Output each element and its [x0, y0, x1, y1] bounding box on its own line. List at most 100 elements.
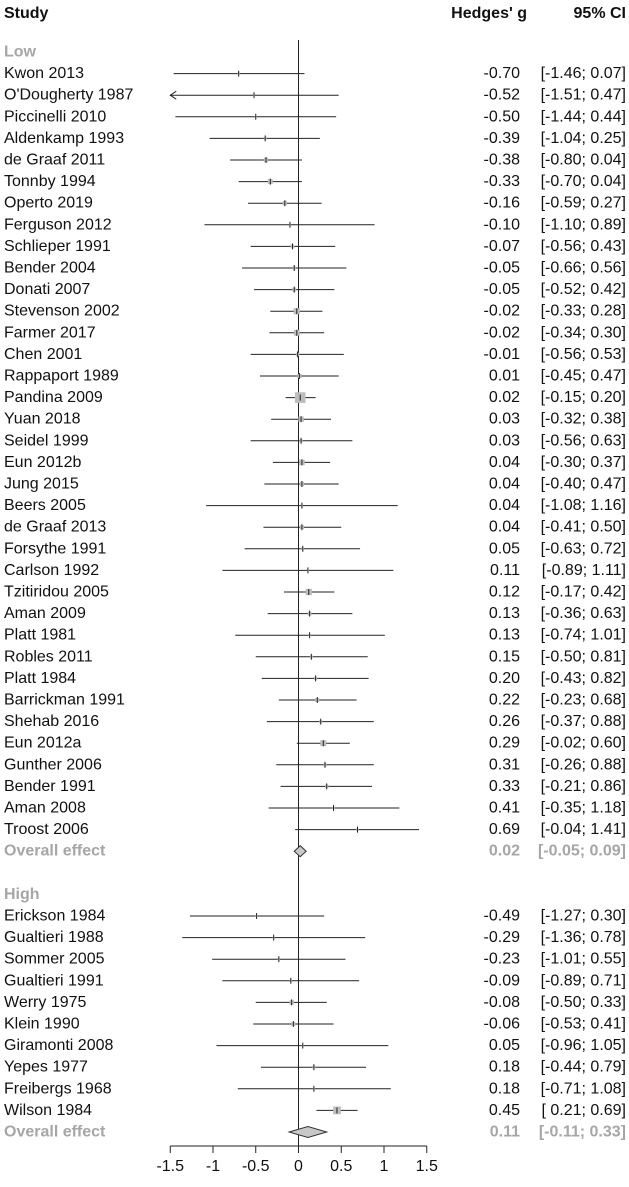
ci-value: [-0.41; 0.50]: [541, 519, 626, 536]
ci-value: [-0.53; 0.41]: [541, 1016, 626, 1033]
effect-value: -0.02: [484, 324, 521, 341]
effect-value: 0.01: [489, 368, 520, 385]
ci-value: [-0.52; 0.42]: [541, 281, 626, 298]
effect-value: 0.04: [489, 454, 520, 471]
ci-value: [-1.51; 0.47]: [541, 87, 626, 104]
study-label: Robles 2011: [4, 648, 93, 665]
overall-diamond: [293, 845, 307, 858]
effect-value: 0.18: [489, 1059, 520, 1076]
study-label: Barrickman 1991: [4, 692, 125, 709]
ci-value: [-1.08; 1.16]: [541, 497, 626, 514]
study-label: Seidel 1999: [4, 432, 89, 449]
effect-value: 0.69: [489, 821, 520, 838]
study-label: Aman 2008: [4, 800, 86, 817]
ci-value: [-0.36; 0.63]: [541, 605, 626, 622]
effect-value: -0.07: [484, 238, 521, 255]
ci-value: [-1.10; 0.89]: [541, 216, 626, 233]
study-label: Klein 1990: [4, 1016, 80, 1033]
header-effect: Hedges' g: [451, 5, 527, 22]
study-label: Freibergs 1968: [4, 1080, 112, 1097]
study-label: Chen 2001: [4, 346, 82, 363]
x-axis: -1.5 -1 -0.5 0 0.5 1 1.5: [156, 1145, 438, 1175]
ci-value: [-1.01; 0.55]: [541, 951, 626, 968]
ci-value: [-1.36; 0.78]: [541, 929, 626, 946]
study-label: Farmer 2017: [4, 324, 96, 341]
ci-value: [-0.02; 0.60]: [541, 735, 626, 752]
effect-value: 0.31: [489, 756, 520, 773]
ci-value: [-0.04; 1.41]: [541, 821, 626, 838]
effect-value: 0.05: [489, 540, 520, 557]
study-label: Jung 2015: [4, 476, 79, 493]
study-label: Platt 1984: [4, 670, 76, 687]
effect-value: 0.03: [489, 411, 520, 428]
effect-value: -0.16: [484, 195, 521, 212]
ci-value: [-0.80; 0.04]: [541, 152, 626, 169]
effect-value: -0.38: [484, 152, 521, 169]
effect-value: 0.22: [489, 692, 520, 709]
effect-value: 0.11: [490, 562, 520, 579]
effect-value: 0.05: [489, 1037, 520, 1054]
effect-value: 0.04: [489, 519, 520, 536]
ci-value: [-0.40; 0.47]: [541, 476, 626, 493]
group-label: High: [4, 886, 40, 903]
effect-value: 0.13: [489, 605, 520, 622]
effect-value: -0.50: [484, 108, 521, 125]
effect-value: 0.45: [489, 1102, 520, 1119]
study-label: Pandina 2009: [4, 389, 103, 406]
ci-value: [-0.63; 0.72]: [541, 540, 626, 557]
effect-value: 0.04: [489, 497, 520, 514]
x-tick-label: -0.5: [242, 1158, 270, 1175]
x-tick-label: 1.5: [416, 1158, 438, 1175]
study-label: Yepes 1977: [4, 1059, 88, 1076]
effect-value: 0.15: [489, 648, 520, 665]
ci-value: [-1.46; 0.07]: [541, 65, 626, 82]
ci-value: [-0.35; 1.18]: [541, 800, 626, 817]
ci-value: [-0.50; 0.33]: [541, 994, 626, 1011]
ci-value: [-0.71; 1.08]: [541, 1080, 626, 1097]
ci-value: [-0.70; 0.04]: [541, 173, 626, 190]
study-label: de Graaf 2011: [4, 152, 105, 169]
study-label: de Graaf 2013: [4, 519, 106, 536]
overall-label: Overall effect: [4, 843, 106, 860]
effect-value: -0.05: [484, 260, 521, 277]
effect-value: -0.08: [484, 994, 521, 1011]
study-label: Troost 2006: [4, 821, 89, 838]
ci-value: [-0.30; 0.37]: [541, 454, 626, 471]
study-label: Schlieper 1991: [4, 238, 111, 255]
study-label: Piccinelli 2010: [4, 108, 106, 125]
effect-value: -0.10: [484, 216, 521, 233]
effect-value: 0.41: [489, 800, 520, 817]
study-label: O'Dougherty 1987: [4, 87, 133, 104]
study-label: Rappaport 1989: [4, 368, 119, 385]
overall-ci-value: [-0.11; 0.33]: [539, 1124, 626, 1141]
study-label: Kwon 2013: [4, 65, 84, 82]
effect-value: -0.05: [484, 281, 521, 298]
study-label: Beers 2005: [4, 497, 86, 514]
ci-arrow-left: [169, 90, 177, 100]
ci-value: [-0.37; 0.88]: [541, 713, 626, 730]
ci-value: [-0.56; 0.53]: [541, 346, 626, 363]
study-label: Forsythe 1991: [4, 540, 106, 557]
effect-value: -0.06: [484, 1016, 521, 1033]
ci-value: [ 0.21; 0.69]: [541, 1102, 626, 1119]
header-ci: 95% CI: [574, 5, 626, 22]
ci-value: [-0.56; 0.43]: [541, 238, 626, 255]
x-tick-label: 0.5: [330, 1158, 352, 1175]
effect-value: -0.33: [484, 173, 521, 190]
ci-value: [-0.15; 0.20]: [541, 389, 626, 406]
overall-effect-value: 0.02: [489, 843, 520, 860]
effect-value: 0.04: [489, 476, 520, 493]
effect-value: 0.26: [489, 713, 520, 730]
header-study: Study: [4, 5, 49, 22]
ci-value: [-0.17; 0.42]: [541, 584, 626, 601]
study-label: Yuan 2018: [4, 411, 81, 428]
effect-value: -0.23: [484, 951, 521, 968]
ci-value: [-0.23; 0.68]: [541, 692, 626, 709]
study-label: Gualtieri 1988: [4, 929, 104, 946]
study-label: Aman 2009: [4, 605, 86, 622]
study-label: Bender 2004: [4, 260, 96, 277]
study-label: Aldenkamp 1993: [4, 130, 124, 147]
ci-value: [-0.26; 0.88]: [541, 756, 626, 773]
ci-value: [-0.89; 1.11]: [542, 562, 626, 579]
study-label: Operto 2019: [4, 195, 93, 212]
